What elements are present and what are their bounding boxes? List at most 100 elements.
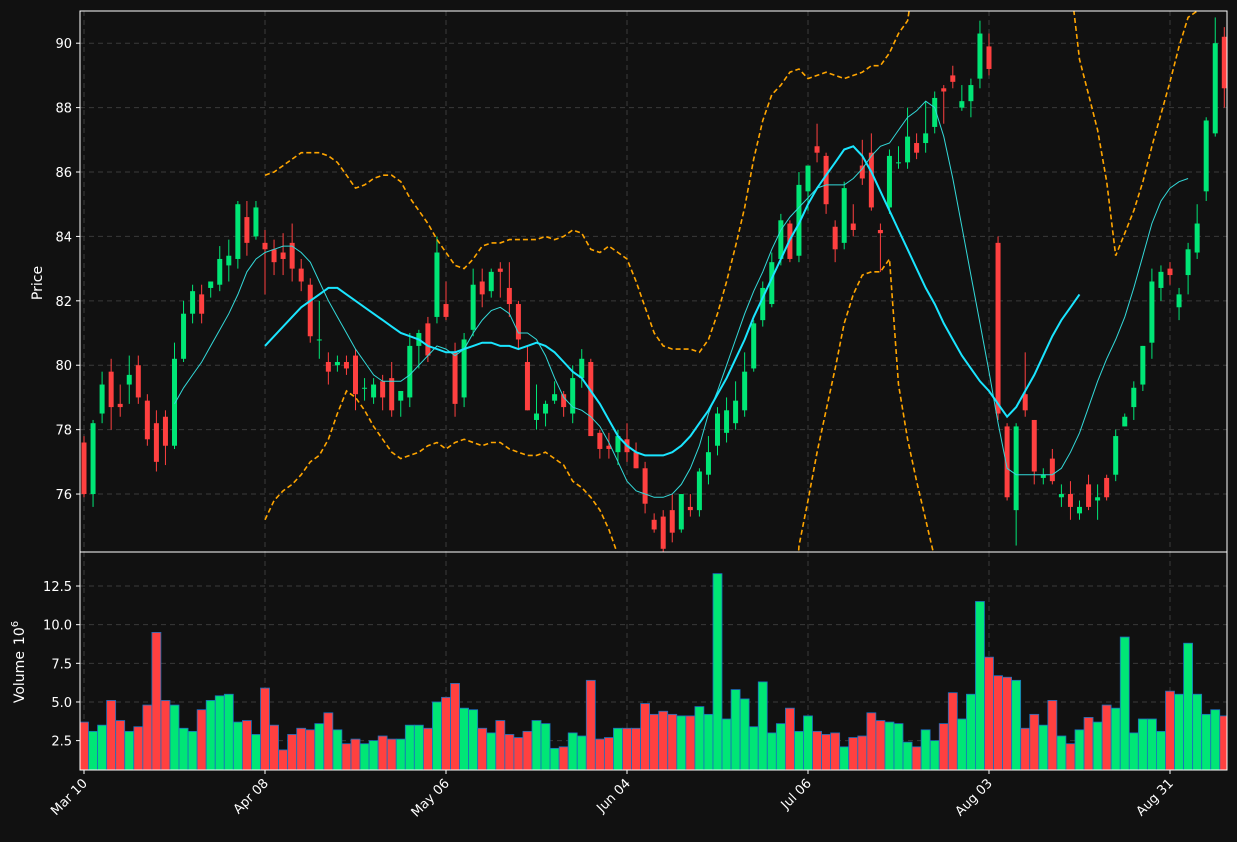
candle-body [886,155,892,208]
volume-bar [567,732,578,770]
volume-bar [241,720,252,770]
price-tick-label: 76 [55,488,72,503]
candle-body [144,400,150,440]
candle-body [1149,281,1155,343]
candle-body [724,410,730,433]
volume-bar [1128,732,1139,770]
volume-bar [495,720,506,770]
candle-body [81,442,87,495]
candle-body [153,423,159,462]
volume-bar [531,720,542,770]
volume-bar [504,734,515,770]
candle-body [579,358,585,379]
candle-body [588,362,594,437]
price-tick-label: 84 [55,230,72,245]
volume-bar [830,732,841,770]
volume-bar [1101,704,1112,770]
candle-body [597,432,603,449]
volume-bar [929,740,940,770]
volume-bar [712,573,723,770]
candle-body [986,46,992,69]
volume-bar [667,713,678,770]
volume-bar [984,656,994,770]
candle-body [1122,416,1128,427]
volume-bar [106,700,117,770]
volume-bar [1147,718,1157,770]
volume-bar [1029,713,1040,770]
volume-bar [884,721,895,770]
candle-body [905,136,911,163]
volume-bar [631,727,641,770]
candle-body [506,287,512,305]
candle-body [1049,458,1055,482]
candle-body [1203,120,1209,192]
volume-bar [857,735,868,770]
candle-body [1194,223,1200,253]
volume-bar [450,683,460,770]
candle-body [995,242,1001,414]
volume-bar [594,738,605,770]
candle-body [896,162,901,164]
candle-body [859,165,865,179]
candle-body [841,188,847,243]
candle-body [90,423,96,495]
candle-body [669,510,675,533]
candle-body [271,249,277,263]
volume-bar [576,735,587,770]
candle-body [705,452,711,475]
candle-body [172,358,177,446]
volume-bar [920,729,931,770]
volume-bar [260,687,270,770]
volume-bar [522,730,533,770]
volume-bar [794,730,804,770]
volume-panel [80,573,1227,770]
candle-body [488,271,494,292]
volume-bar [477,727,488,770]
candle-body [262,242,268,250]
volume-bar [703,713,714,770]
volume-bar [196,709,207,770]
candle-body [298,268,304,282]
volume-bar [513,737,524,770]
candle-body [217,258,223,285]
candle-body [615,436,621,453]
candle-body [733,400,739,424]
candle-body [751,323,757,369]
volume-bar [812,730,822,770]
volume-bar [604,737,614,770]
candle-body [1004,426,1010,498]
candle-body [805,165,811,192]
candle-body [515,304,521,340]
candle-body [1176,294,1182,308]
candle-body [1086,484,1092,507]
volume-bar [278,749,289,770]
candle-body [877,229,883,234]
volume-bar [757,681,768,770]
volume-bar [956,718,967,770]
volume-bar [377,735,388,770]
volume-bar [314,723,325,770]
volume-bar [88,730,98,770]
candle-body [398,390,404,401]
candle-body [561,394,567,408]
candle-body [190,291,196,314]
candle-body [371,384,377,398]
volume-tick-label: 2.5 [51,735,72,750]
candle-body [1212,43,1218,134]
candle-body [950,75,956,82]
candle-body [181,313,187,359]
candle-body [99,384,105,414]
price-tick-label: 82 [55,295,72,310]
volume-bar [947,692,958,770]
candle-body [117,403,123,408]
candle-body [362,387,368,389]
candle-body [407,345,413,398]
volume-bar [622,727,632,770]
volume-bar [232,721,243,770]
candle-body [1158,271,1164,288]
candle-body [380,381,386,398]
candle-body [850,223,856,230]
candle-body [660,516,666,549]
candle-body [470,284,476,330]
volume-bar [169,704,180,770]
